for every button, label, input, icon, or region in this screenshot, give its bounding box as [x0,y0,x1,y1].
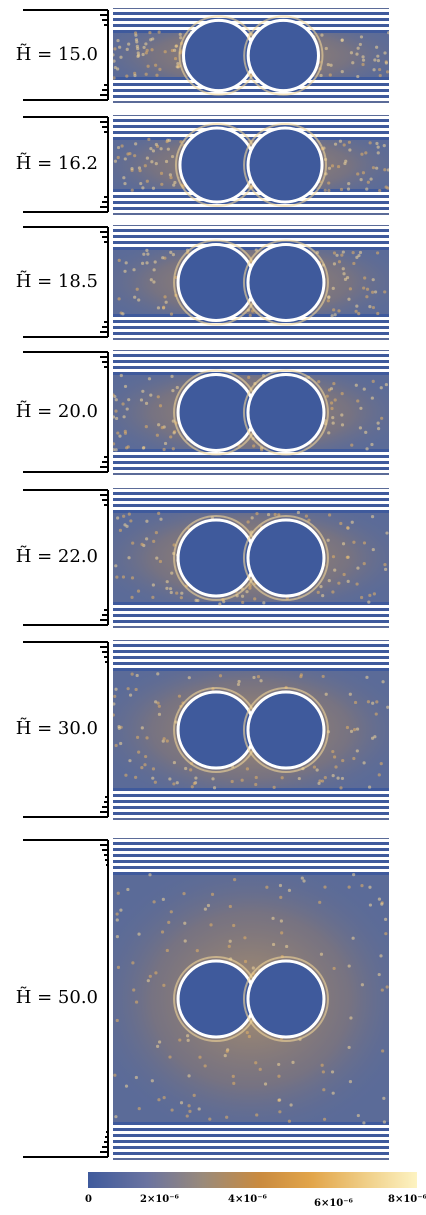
density-map [113,225,389,340]
panel-label: H̃ = 15.0 [15,43,98,65]
density-map [113,640,389,820]
colorbar-tick-8e-6: 8×10⁻⁶ [388,1194,426,1205]
colorbar-tick-2e-6: 2×10⁻⁶ [140,1194,179,1205]
panel-label: H̃ = 50.0 [15,987,98,1008]
density-profile [12,115,112,215]
panel-row: H̃ = 50.0 [0,838,426,1160]
panel-row: H̃ = 18.5 [0,225,426,340]
panel-label: H̃ = 22.0 [15,546,98,567]
density-map [113,838,389,1160]
panel-row: H̃ = 30.0 [0,640,426,820]
density-map [113,350,389,475]
density-profile [12,8,112,103]
density-map [113,115,389,215]
panel-row: H̃ = 16.2 [0,115,426,215]
colorbar-tick-4e-6: 4×10⁻⁶ [228,1194,267,1205]
density-map [113,488,389,628]
density-profile [12,225,112,340]
panel-label: H̃ = 18.5 [15,270,98,292]
panel-label: H̃ = 20.0 [15,400,98,422]
panel-row: H̃ = 15.0 [0,8,426,103]
density-profile [12,640,112,820]
density-profile [12,488,112,628]
panel-label: H̃ = 16.2 [15,153,98,174]
density-map [113,8,389,103]
colorbar-tick-6e-6: 6×10⁻⁶ [314,1198,353,1209]
panel-row: H̃ = 20.0 [0,350,426,475]
colorbar [88,1172,417,1188]
colorbar-tick-0: 0 [85,1194,92,1205]
density-profile [12,350,112,475]
density-profile [12,838,112,1160]
panel-row: H̃ = 22.0 [0,488,426,628]
panel-label: H̃ = 30.0 [15,718,98,739]
